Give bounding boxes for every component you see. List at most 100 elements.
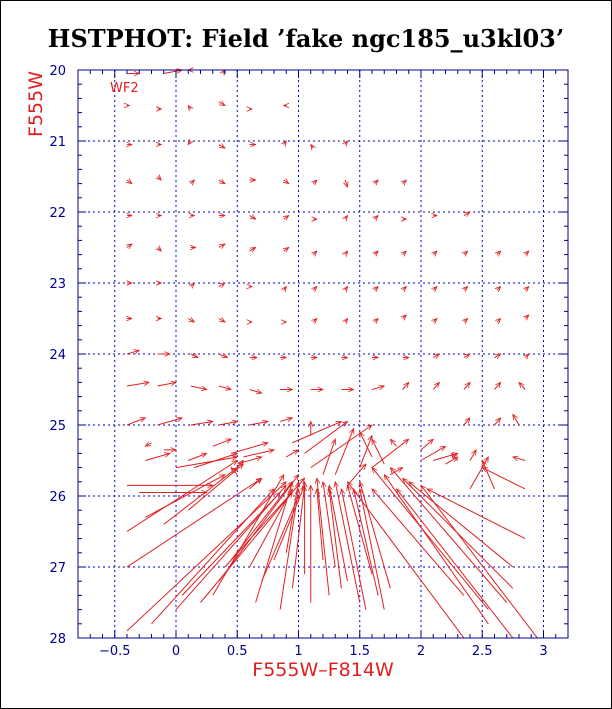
displacement-vector	[292, 420, 341, 444]
x-tick-label: 2	[417, 644, 425, 659]
x-tick-label: 0.5	[227, 644, 248, 659]
displacement-vector	[273, 485, 305, 561]
displacement-vector	[329, 489, 342, 589]
displacement-vector	[403, 287, 407, 291]
displacement-vector	[317, 489, 324, 560]
displacement-vector	[384, 475, 489, 625]
displacement-vector	[354, 489, 379, 596]
displacement-vector	[345, 319, 347, 323]
displacement-vector	[188, 141, 190, 145]
displacement-vector	[311, 145, 313, 149]
displacement-vector	[497, 251, 501, 255]
displacement-vector	[285, 482, 298, 553]
displacement-vector	[348, 482, 465, 639]
displacement-vector	[218, 180, 225, 184]
displacement-vector	[126, 461, 237, 532]
displacement-vector	[190, 385, 207, 390]
displacement-vector	[218, 354, 228, 358]
displacement-vector	[191, 180, 195, 184]
displacement-vector	[469, 450, 476, 461]
displacement-vector	[126, 418, 145, 426]
displacement-vector	[145, 475, 225, 518]
displacement-vector	[218, 145, 225, 149]
displacement-vector	[359, 432, 373, 458]
x-tick-label: 1.5	[349, 644, 370, 659]
displacement-vector	[200, 492, 293, 603]
displacement-vector	[236, 461, 243, 468]
displacement-vector	[231, 468, 238, 476]
tick-layer: −0.5 0 0.5 1 1.5 2 2.5 3 20 21 22 23 24 25 26 27 28	[49, 64, 569, 659]
displacement-vector	[175, 485, 286, 610]
y-tick-label: 28	[49, 632, 66, 647]
displacement-vector	[347, 464, 366, 486]
displacement-vector	[421, 485, 538, 639]
displacement-vector	[427, 488, 526, 540]
displacement-vector	[494, 418, 501, 426]
displacement-vector	[175, 457, 237, 469]
displacement-vector	[397, 489, 514, 639]
displacement-vector	[249, 248, 256, 252]
displacement-vector	[481, 461, 495, 490]
displacement-vector	[359, 436, 372, 468]
displacement-vector	[126, 482, 286, 632]
displacement-vector	[230, 482, 292, 561]
vector-layer	[126, 70, 538, 639]
displacement-vector	[158, 248, 162, 252]
displacement-vector	[374, 287, 378, 291]
displacement-vector	[360, 489, 385, 610]
y-tick-label: 20	[49, 64, 66, 79]
displacement-vector	[158, 177, 162, 181]
y-tick-label: 26	[49, 490, 66, 505]
displacement-vector	[482, 467, 526, 490]
y-tick-label: 23	[49, 277, 66, 292]
x-tick-label: 0	[172, 644, 180, 659]
displacement-vector	[494, 354, 501, 358]
displacement-vector	[163, 70, 182, 75]
displacement-vector	[374, 319, 378, 323]
displacement-vector	[255, 482, 293, 603]
displacement-vector	[463, 354, 470, 358]
displacement-vector	[403, 180, 407, 184]
displacement-vector	[249, 421, 268, 426]
displacement-vector	[313, 287, 317, 291]
displacement-vector	[230, 443, 268, 454]
displacement-vector	[371, 439, 409, 468]
displacement-vector	[284, 141, 286, 145]
displacement-vector	[348, 485, 373, 575]
displacement-vector	[313, 251, 317, 255]
displacement-vector	[329, 485, 348, 582]
displacement-vector	[513, 414, 520, 426]
displacement-vector	[345, 251, 347, 255]
displacement-vector	[519, 382, 526, 390]
displacement-vector	[525, 354, 529, 358]
displacement-vector	[127, 180, 132, 184]
displacement-vector	[469, 457, 488, 490]
displacement-vector	[126, 382, 149, 387]
displacement-vector	[525, 315, 529, 319]
displacement-vector	[157, 418, 183, 426]
displacement-vector	[464, 319, 468, 323]
displacement-vector	[317, 478, 330, 596]
displacement-vector	[218, 283, 225, 287]
displacement-vector	[181, 492, 280, 596]
displacement-vector	[249, 489, 293, 568]
displacement-vector	[513, 457, 526, 461]
displacement-vector	[374, 216, 378, 220]
displacement-vector	[157, 382, 176, 387]
displacement-vector	[497, 319, 501, 323]
displacement-vector	[218, 421, 237, 426]
displacement-vector	[313, 319, 317, 323]
displacement-vector	[374, 251, 378, 255]
x-tick-label: 1	[294, 644, 302, 659]
grid-layer	[78, 69, 568, 639]
displacement-vector	[463, 212, 470, 216]
displacement-vector	[403, 315, 407, 319]
displacement-vector	[145, 453, 170, 461]
displacement-vector	[390, 468, 508, 603]
displacement-vector	[463, 418, 470, 426]
displacement-vector	[497, 287, 501, 291]
displacement-vector	[432, 354, 439, 358]
displacement-vector	[190, 421, 213, 426]
displacement-vector	[390, 468, 402, 476]
